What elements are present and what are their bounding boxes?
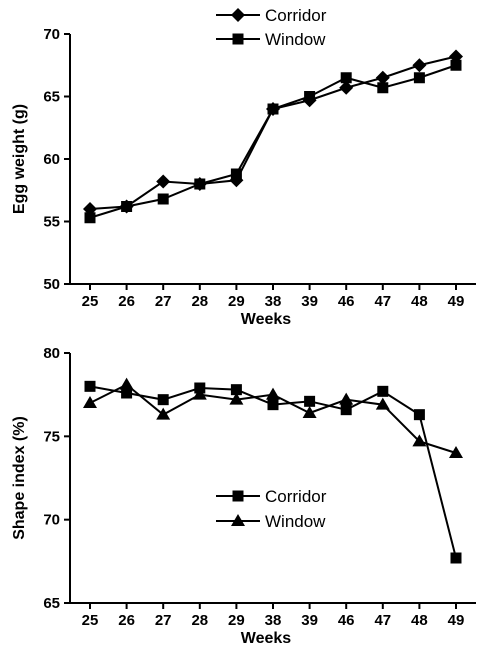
x-tick-label: 49	[448, 293, 465, 310]
legend-label: Corridor	[265, 6, 327, 25]
x-tick-label: 27	[155, 293, 172, 310]
legend: Corridor Window	[216, 6, 327, 49]
chart-panel-2: 65 70 75 80 25 26 27 28 29 38 39 46 47 48 49 Weeks Shape…	[11, 345, 476, 647]
x-tick-label: 25	[82, 612, 99, 629]
data-point	[121, 387, 133, 399]
data-point	[375, 70, 390, 85]
y-tick-label: 65	[43, 89, 60, 106]
x-tick-label: 47	[374, 612, 391, 629]
x-tick-label: 39	[301, 293, 318, 310]
y-axis-title: Egg weight (g)	[11, 104, 28, 214]
data-point	[412, 58, 427, 73]
legend: Corridor Window	[216, 487, 327, 531]
data-point	[375, 397, 390, 410]
legend-item: Corridor	[216, 487, 327, 506]
legend-item: Corridor	[216, 6, 327, 25]
series-corridor	[83, 49, 463, 216]
x-tick-label: 38	[265, 293, 282, 310]
legend-marker	[232, 33, 244, 45]
series-window	[83, 377, 463, 458]
data-point	[194, 178, 206, 190]
x-tick-label: 38	[265, 612, 282, 629]
legend-item: Window	[216, 512, 326, 531]
data-point	[450, 552, 462, 564]
legend-marker	[232, 490, 244, 502]
y-tick-label: 65	[43, 595, 60, 612]
data-point	[229, 392, 244, 405]
y-axis-title: Shape index (%)	[11, 416, 28, 540]
series-window	[84, 59, 462, 224]
x-tick-label: 39	[301, 612, 318, 629]
data-point	[339, 392, 354, 405]
series-line	[89, 55, 457, 210]
data-point	[157, 193, 169, 205]
y-tick-label: 60	[43, 151, 60, 168]
data-point	[340, 72, 352, 84]
data-point	[339, 80, 354, 95]
data-point	[84, 212, 96, 224]
x-tick-label: 26	[118, 293, 135, 310]
y-tick-label: 50	[43, 276, 60, 293]
series-line	[89, 385, 457, 559]
y-tick-label: 75	[43, 428, 60, 445]
data-point	[121, 201, 133, 212]
x-tick-label: 28	[191, 293, 208, 310]
legend-marker	[231, 514, 245, 526]
legend-label: Window	[265, 512, 326, 531]
data-point	[83, 396, 97, 408]
x-tick-label: 27	[155, 612, 172, 629]
data-point	[230, 168, 242, 180]
data-point	[340, 404, 352, 416]
x-tick-label: 28	[191, 612, 208, 629]
x-tick-label: 29	[228, 293, 245, 310]
data-point	[450, 59, 462, 71]
data-point	[156, 407, 171, 420]
data-point	[267, 399, 279, 411]
data-point	[377, 385, 389, 397]
data-point	[84, 380, 96, 392]
x-axis-title: Weeks	[241, 311, 292, 328]
x-tick-label: 26	[118, 612, 135, 629]
data-point	[302, 406, 317, 418]
data-point	[412, 434, 427, 447]
data-point	[267, 103, 279, 115]
data-point	[230, 384, 242, 396]
series-corridor	[84, 380, 462, 564]
y-tick-label: 70	[43, 512, 60, 529]
data-point	[304, 91, 316, 102]
data-point	[119, 377, 134, 390]
y-tick-label: 80	[43, 345, 60, 362]
x-tick-label: 25	[82, 293, 99, 310]
chart-panel-1: 50 55 60 65 70 25 26 27 28 29 38 39 46 47 48 49 Weeks Egg…	[11, 6, 476, 328]
data-point	[192, 387, 207, 400]
legend-label: Corridor	[265, 487, 327, 506]
data-point	[449, 446, 463, 458]
x-tick-label: 49	[448, 612, 465, 629]
x-tick-label: 29	[228, 612, 245, 629]
y-tick-label: 70	[43, 26, 60, 43]
x-tick-label: 48	[411, 612, 428, 629]
x-tick-label: 47	[374, 293, 391, 310]
data-point	[413, 409, 425, 421]
data-point	[157, 394, 169, 406]
x-axis-title: Weeks	[241, 630, 292, 647]
data-point	[377, 82, 389, 94]
legend-item: Window	[216, 30, 326, 49]
legend-label: Window	[265, 30, 326, 49]
data-point	[156, 174, 171, 189]
data-point	[266, 387, 280, 400]
y-tick-label: 55	[43, 214, 60, 231]
x-tick-label: 46	[338, 612, 355, 629]
data-point	[304, 395, 316, 407]
legend-marker	[231, 8, 245, 22]
x-tick-label: 46	[338, 293, 355, 310]
x-tick-label: 48	[411, 293, 428, 310]
data-point	[413, 72, 425, 84]
